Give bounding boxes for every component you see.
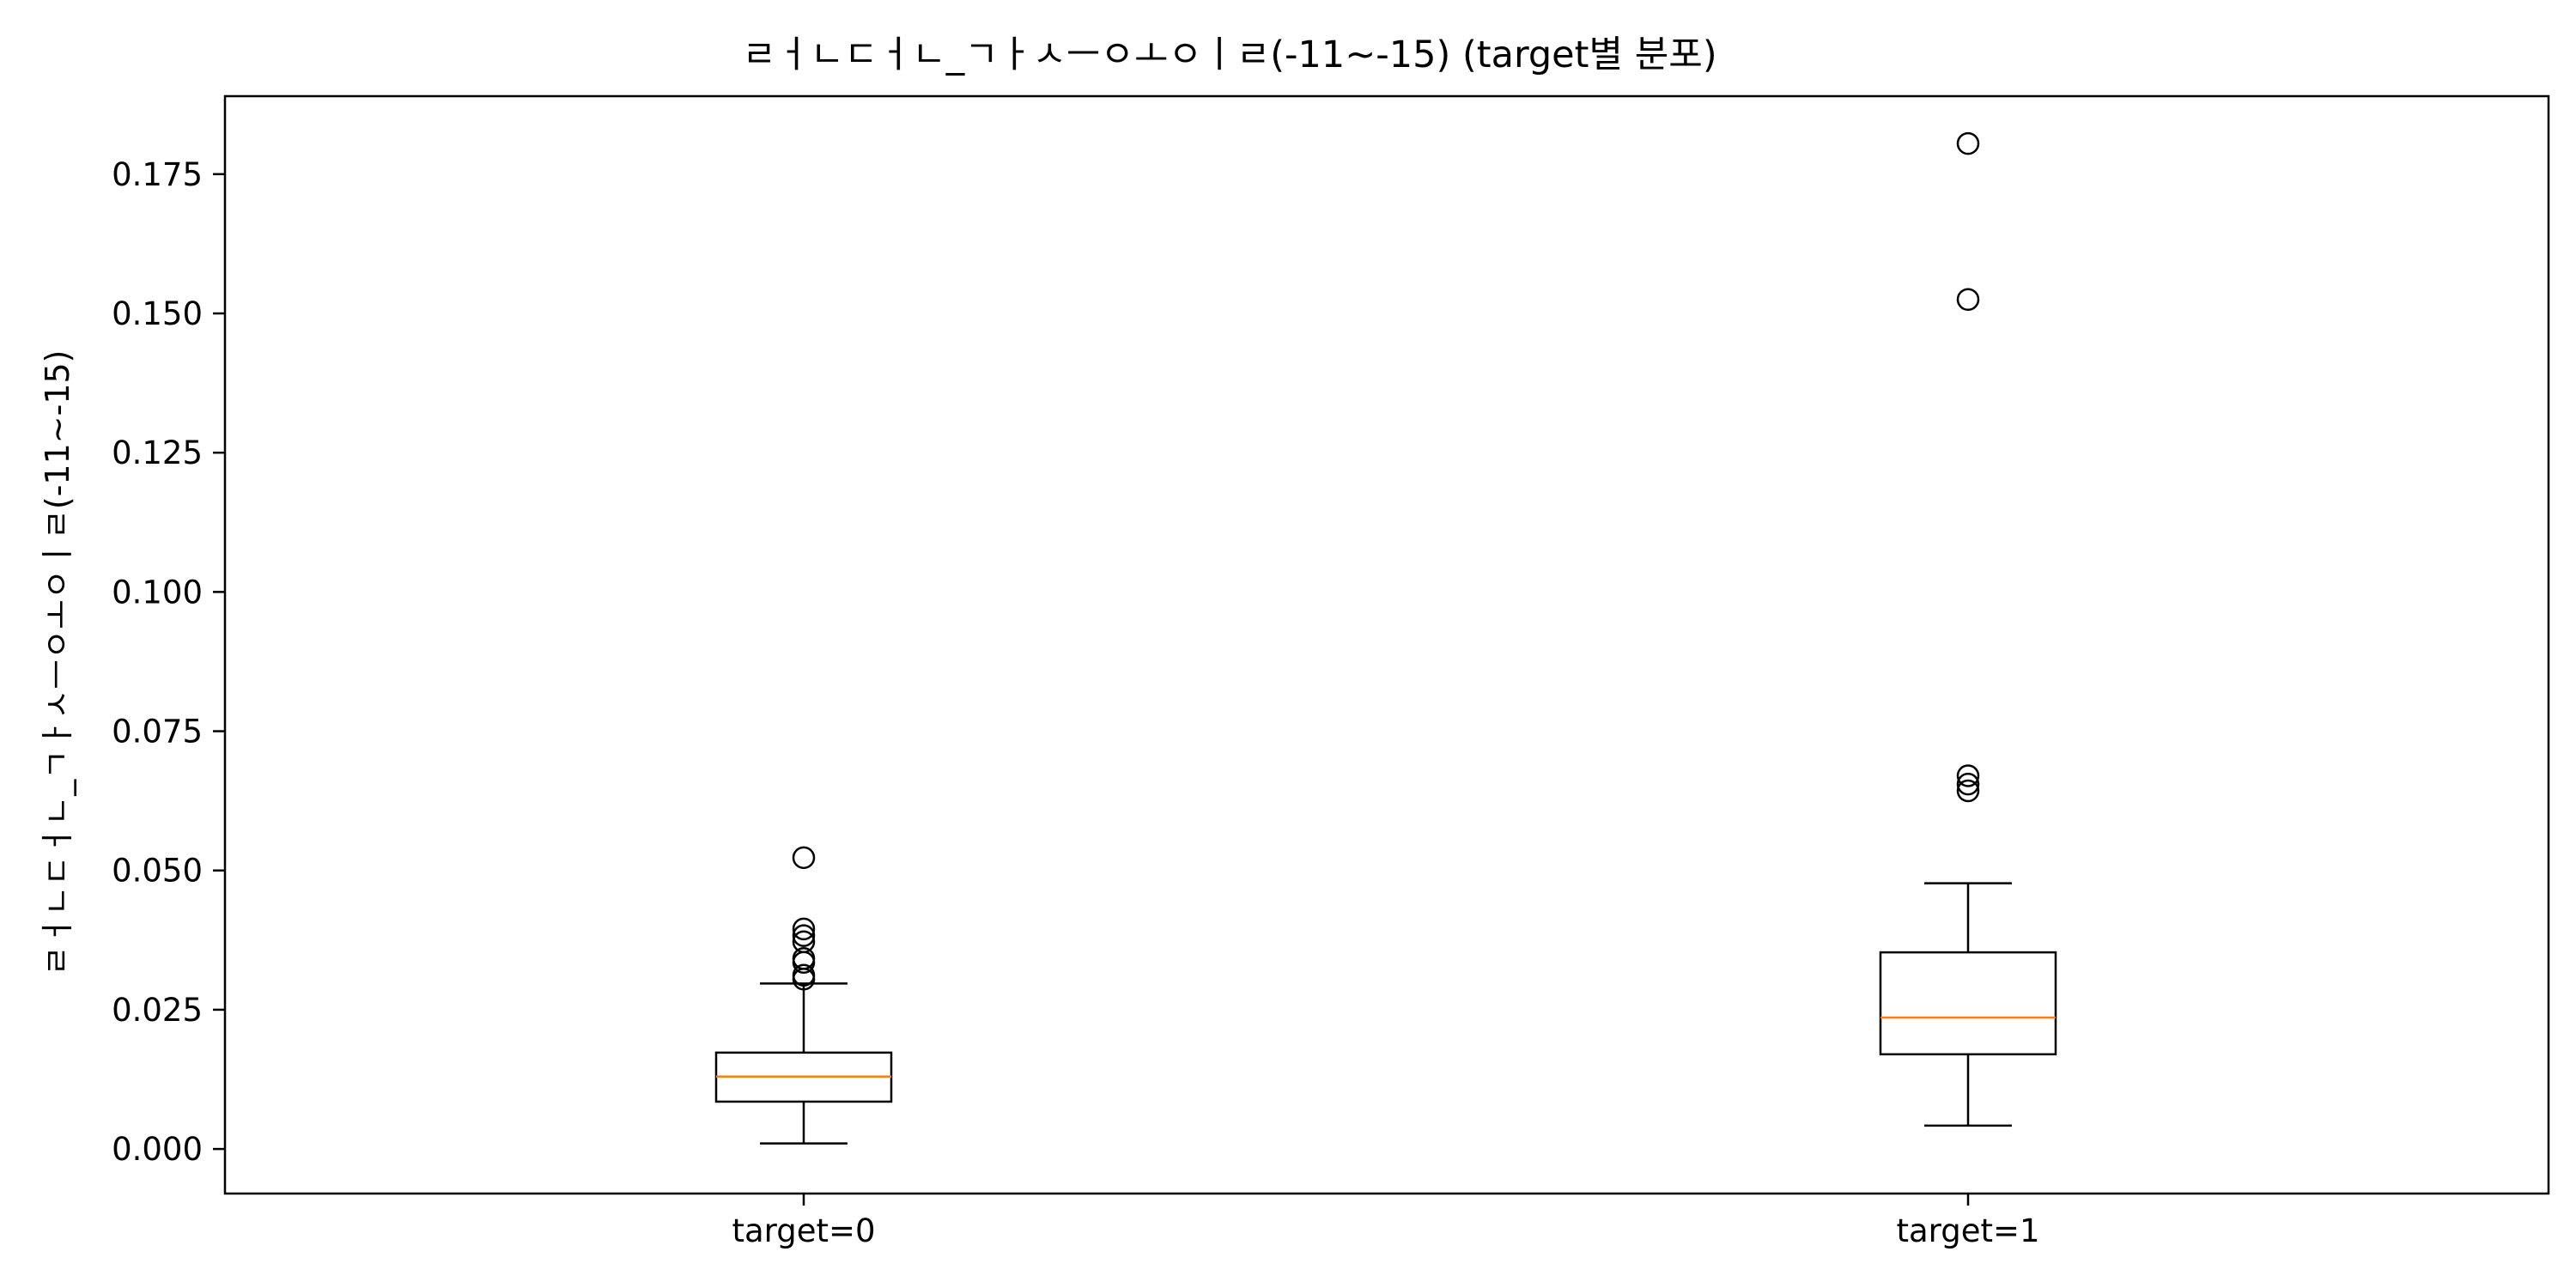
outlier-point xyxy=(792,924,816,947)
x-tick-label: target=1 xyxy=(1896,1212,2039,1249)
outlier-point xyxy=(1956,288,1980,312)
y-axis-label: ㄹㅓㄴㄷㅓㄴ_ㄱㅏㅅㅡㅇㅗㅇㅣㄹ(-11~-15) xyxy=(39,349,76,975)
plot-frame xyxy=(223,94,2550,1195)
y-tick-label: 0.075 xyxy=(112,714,203,750)
outlier-point xyxy=(1956,779,1980,803)
chart-title: ㄹㅓㄴㄷㅓㄴ_ㄱㅏㅅㅡㅇㅗㅇㅣㄹ(-11~-15) (target별 분포) xyxy=(742,33,1716,76)
plot-area: 0.000 0.025 0.050 0.075 0.100 0.125 0.150 0.175… xyxy=(112,131,2057,1249)
y-tick-label: 0.175 xyxy=(112,156,203,193)
outlier-point xyxy=(792,946,816,970)
outlier-point xyxy=(792,846,816,870)
y-tick-label: 0.100 xyxy=(112,574,203,611)
y-tick-label: 0.150 xyxy=(112,295,203,332)
outlier-point xyxy=(1956,772,1980,796)
y-tick-label: 0.025 xyxy=(112,992,203,1029)
y-tick-label: 0.125 xyxy=(112,434,203,471)
outlier-point xyxy=(792,917,816,941)
y-tick-label: 0.050 xyxy=(112,853,203,890)
iqr-box xyxy=(1879,951,2057,1056)
outlier-point xyxy=(1956,131,1980,155)
outlier-point xyxy=(1956,764,1980,787)
y-tick-label: 0.000 xyxy=(112,1131,203,1168)
x-tick-label: target=0 xyxy=(732,1212,875,1249)
outlier-point xyxy=(792,963,816,987)
outlier-point xyxy=(792,930,816,954)
